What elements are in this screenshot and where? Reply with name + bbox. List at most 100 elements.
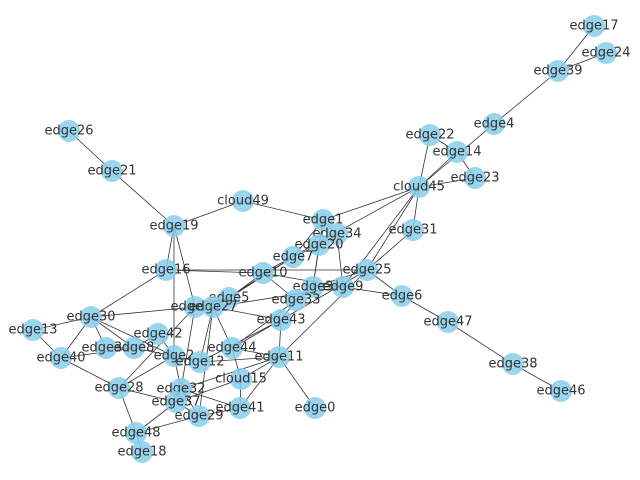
node-layer: edge17 edge24 edge39 edge4 edge26 edge22 edge1… (8, 15, 631, 463)
graph-node-edge12: edge12 (175, 351, 225, 373)
graph-link-cloud49-edge1 (242, 200, 324, 221)
node-label-edge24: edge24 (581, 46, 630, 61)
node-label-edge36: edge36 (81, 341, 130, 356)
node-label-edge42: edge42 (133, 327, 182, 342)
graph-node-edge11: edge11 (254, 346, 304, 368)
graph-node-edge21: edge21 (87, 160, 137, 182)
node-circle-edge12 (189, 351, 211, 373)
graph-link-edge35-edge28 (118, 306, 196, 389)
graph-link-edge39-edge4 (493, 70, 559, 125)
node-circle-edge26 (58, 120, 80, 142)
graph-node-edge7: edge7 (273, 246, 313, 268)
graph-link-cloud45-edge1 (322, 186, 420, 221)
graph-link-edge11-edge32 (180, 356, 280, 390)
node-label-edge48: edge48 (111, 426, 160, 441)
node-circle-cloud15 (230, 368, 252, 390)
node-label-edge20: edge20 (294, 238, 343, 253)
node-label-edge17: edge17 (569, 19, 618, 34)
graph-link-edge27-edge43 (212, 306, 282, 321)
graph-node-edge43: edge43 (256, 309, 306, 331)
graph-node-edge38: edge38 (488, 353, 538, 375)
node-label-edge46: edge46 (536, 384, 585, 399)
graph-node-edge40: edge40 (36, 347, 86, 369)
graph-node-edge26: edge26 (44, 120, 94, 142)
graph-node-edge31: edge31 (388, 219, 438, 241)
node-label-edge6: edge6 (382, 289, 423, 304)
graph-node-edge46: edge46 (536, 380, 586, 402)
graph-node-edge39: edge39 (533, 60, 583, 82)
node-circle-edge24 (595, 42, 617, 64)
graph-node-edge0: edge0 (295, 397, 336, 419)
graph-node-edge28: edge28 (94, 377, 144, 399)
graph-node-edge48: edge48 (111, 422, 161, 444)
graph-node-edge4: edge4 (474, 113, 515, 135)
graph-link-edge43-edge12 (199, 319, 282, 363)
node-circle-edge30 (80, 306, 102, 328)
graph-node-edge44: edge44 (207, 337, 257, 359)
node-label-edge0: edge0 (295, 401, 336, 416)
node-label-edge33: edge33 (271, 293, 320, 308)
graph-node-edge16: edge16 (141, 259, 191, 281)
node-circle-edge13 (22, 319, 44, 341)
node-label-edge41: edge41 (215, 401, 264, 416)
graph-link-cloud45-edge25 (366, 186, 420, 271)
node-label-cloud49: cloud49 (217, 194, 269, 209)
node-circle-edge0 (304, 397, 326, 419)
node-label-edge30: edge30 (66, 310, 115, 325)
node-label-cloud45: cloud45 (393, 180, 445, 195)
graph-node-edge20: edge20 (294, 234, 344, 256)
graph-node-cloud49: cloud49 (217, 190, 269, 212)
graph-link-edge30-edge2 (90, 316, 175, 357)
graph-node-edge9: edge9 (323, 276, 363, 298)
graph-node-edge8: edge8 (114, 337, 154, 359)
node-label-edge4: edge4 (474, 117, 515, 132)
node-circle-edge46 (550, 380, 572, 402)
node-label-edge47: edge47 (423, 315, 472, 330)
node-circle-edge42 (147, 323, 169, 345)
node-circle-edge16 (155, 259, 177, 281)
node-circle-edge40 (50, 347, 72, 369)
node-circle-cloud45 (408, 176, 430, 198)
node-circle-edge25 (356, 259, 378, 281)
node-label-edge29: edge29 (174, 409, 223, 424)
graph-node-edge14: edge14 (432, 141, 482, 163)
graph-node-edge47: edge47 (423, 311, 473, 333)
node-circle-edge39 (547, 60, 569, 82)
node-label-edge12: edge12 (175, 355, 224, 370)
graph-node-edge3: edge3 (293, 276, 333, 298)
node-label-edge44: edge44 (207, 341, 256, 356)
node-circle-edge19 (163, 215, 185, 237)
node-label-edge16: edge16 (141, 263, 190, 278)
node-circle-edge47 (437, 311, 459, 333)
node-label-edge23: edge23 (450, 171, 499, 186)
node-circle-edge37 (165, 391, 187, 413)
graph-link-edge21-edge19 (111, 170, 175, 227)
graph-node-edge30: edge30 (66, 306, 116, 328)
node-label-edge37: edge37 (151, 395, 200, 410)
node-circle-edge22 (419, 124, 441, 146)
graph-link-edge12-edge11 (199, 356, 280, 363)
node-circle-edge27 (202, 296, 224, 318)
node-circle-edge5 (218, 287, 240, 309)
node-label-edge18: edge18 (117, 445, 166, 460)
node-label-edge21: edge21 (87, 164, 136, 179)
node-circle-edge9 (332, 276, 354, 298)
graph-link-edge35-edge30 (90, 306, 196, 318)
node-label-edge26: edge26 (44, 124, 93, 139)
node-circle-edge20 (308, 234, 330, 256)
graph-node-edge27: edge27 (188, 296, 238, 318)
graph-node-edge33: edge33 (271, 289, 321, 311)
node-circle-edge44 (221, 337, 243, 359)
graph-node-edge18: edge18 (117, 441, 167, 463)
graph-node-edge2: edge2 (154, 345, 194, 367)
node-circle-edge29 (188, 405, 210, 427)
node-circle-edge2 (163, 345, 185, 367)
graph-node-cloud15: cloud15 (215, 368, 267, 390)
node-label-edge22: edge22 (405, 128, 454, 143)
graph-node-edge23: edge23 (450, 167, 500, 189)
node-label-cloud15: cloud15 (215, 372, 267, 387)
node-label-edge40: edge40 (36, 351, 85, 366)
node-circle-edge41 (229, 397, 251, 419)
graph-node-edge13: edge13 (8, 319, 58, 341)
